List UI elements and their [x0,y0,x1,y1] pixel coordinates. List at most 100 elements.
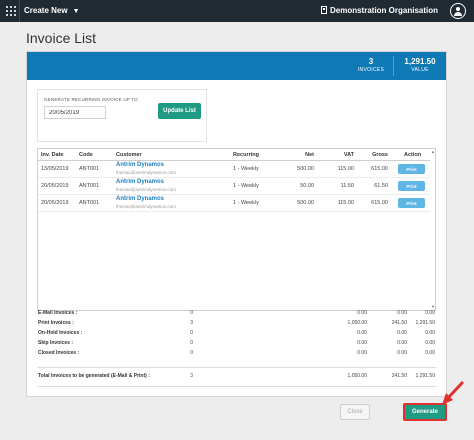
summary-net: 0.00 [357,340,367,346]
invoice-table: Inv. Date Code Customer Recurring Net VA… [37,148,436,311]
col-action: Action [404,152,422,158]
summary-gross: 0.00 [425,310,435,316]
cell-gross: 615.00 [371,166,388,172]
cell-date: 20/05/2019 [41,183,69,189]
summary-label: Closed Invoices : [38,350,80,356]
col-customer: Customer [116,152,142,158]
col-inv-date: Inv. Date [41,152,64,158]
building-icon [320,6,327,14]
summary-net: 0.00 [357,330,367,336]
summary-label: Skip Invoices : [38,340,74,346]
invoices-count: 3 [368,57,374,66]
value-label: VALUE [411,67,429,73]
top-bar: Create New ▼ Demonstration Organisation [0,0,474,22]
cell-net: 500.00 [297,166,314,172]
customer-email: thomas@antrimdynamos.com [116,187,176,192]
summary-row-closed: Closed Invoices : 0 0.00 0.00 0.00 [37,349,436,359]
page-title: Invoice List [26,30,97,46]
summary-count: 0 [190,350,193,356]
summary-count: 0 [190,330,193,336]
summary-net: 0.00 [357,310,367,316]
col-net: Net [305,152,314,158]
cell-code: ANT001 [79,200,100,206]
generate-label: GENERATE RECURRING INVOICE UP TO : [44,97,141,102]
cell-vat: 11.50 [340,183,354,189]
cell-net: 500.00 [297,200,314,206]
print-button[interactable]: Print [398,164,425,174]
update-list-button[interactable]: Update List [158,103,201,119]
total-vat: 241.50 [391,373,407,379]
summary-count: 0 [190,340,193,346]
cell-date: 13/05/2019 [41,166,69,172]
total-label: Total Invoices to be generated (E-Mail &… [38,373,150,379]
summary-label: E-Mail Invoices : [38,310,78,316]
summary-vat: 0.00 [397,340,407,346]
total-count: 3 [190,373,193,379]
invoices-label: INVOICES [357,67,385,73]
generate-button[interactable]: Generate [403,403,447,421]
table-row[interactable]: 20/05/2019 ANT001 Antrim Dynamos thomas@… [38,195,430,212]
recurring-date-input[interactable] [44,106,106,119]
total-bottom-divider [37,386,436,387]
customer-link[interactable]: Antrim Dynamos [116,196,165,202]
cell-vat: 115.00 [337,166,354,172]
organisation-switcher[interactable]: Demonstration Organisation [320,6,438,15]
user-circle-icon[interactable] [450,3,466,19]
summary-count: 0 [190,310,193,316]
cell-gross: 61.50 [374,183,388,189]
col-vat: VAT [343,152,354,158]
cell-gross: 615.00 [371,200,388,206]
col-recurring: Recurring [233,152,259,158]
summary-net: 1,050.00 [347,320,367,326]
summary-gross: 0.00 [425,330,435,336]
col-gross: Gross [372,152,388,158]
cell-recurring: 1 - Weekly [233,183,259,189]
summary-row-onhold: On-Hold Invoices : 0 0.00 0.00 0.00 [37,329,436,339]
table-row[interactable]: 20/05/2019 ANT001 Antrim Dynamos thomas@… [38,178,430,195]
stat-divider [393,56,394,76]
create-new-menu[interactable]: Create New ▼ [24,6,80,15]
header-divider [38,160,430,161]
invoice-panel: 3 INVOICES 1,291.50 VALUE GENERATE RECUR… [26,51,447,397]
summary-row-skip: Skip Invoices : 0 0.00 0.00 0.00 [37,339,436,349]
cell-net: 50.00 [300,183,314,189]
chevron-down-icon: ▼ [72,8,80,15]
summary-row-print: Print Invoices : 3 1,050.00 241.50 1,291… [37,319,436,329]
scroll-down-arrow[interactable]: ▼ [431,304,435,309]
summary-gross: 1,291.50 [415,320,435,326]
summary-vat: 241.50 [391,320,407,326]
arrow-shaft [445,381,464,401]
total-divider [37,367,436,368]
close-button[interactable]: Close [340,404,370,420]
scroll-up-arrow[interactable]: ▲ [431,149,435,154]
print-button[interactable]: Print [398,181,425,191]
summary-vat: 0.00 [397,310,407,316]
invoices-stat: 3 INVOICES [352,57,390,73]
cell-recurring: 1 - Weekly [233,200,259,206]
summary-vat: 0.00 [397,330,407,336]
summary-vat: 0.00 [397,350,407,356]
customer-link[interactable]: Antrim Dynamos [116,179,165,185]
topbar-divider [19,0,20,22]
summary-count: 3 [190,320,193,326]
customer-link[interactable]: Antrim Dynamos [116,162,165,168]
total-net: 1,050.00 [347,373,367,379]
cell-code: ANT001 [79,166,100,172]
table-row[interactable]: 13/05/2019 ANT001 Antrim Dynamos thomas@… [38,161,430,178]
summary-gross: 0.00 [425,350,435,356]
summary-net: 0.00 [357,350,367,356]
customer-email: thomas@antrimdynamos.com [116,170,176,175]
apps-grid-icon[interactable] [6,6,16,16]
organisation-name: Demonstration Organisation [329,6,438,15]
cell-vat: 115.00 [337,200,354,206]
total-gross: 1,291.50 [415,373,435,379]
summary-row-total: Total Invoices to be generated (E-Mail &… [37,372,436,382]
summary-label: Print Invoices : [38,320,74,326]
cell-code: ANT001 [79,183,100,189]
col-code: Code [79,152,93,158]
cell-date: 20/05/2019 [41,200,69,206]
generate-form: GENERATE RECURRING INVOICE UP TO : Updat… [37,89,207,142]
print-button[interactable]: Print [398,198,425,208]
summary-row-email: E-Mail Invoices : 0 0.00 0.00 0.00 [37,309,436,319]
cell-recurring: 1 - Weekly [233,166,259,172]
